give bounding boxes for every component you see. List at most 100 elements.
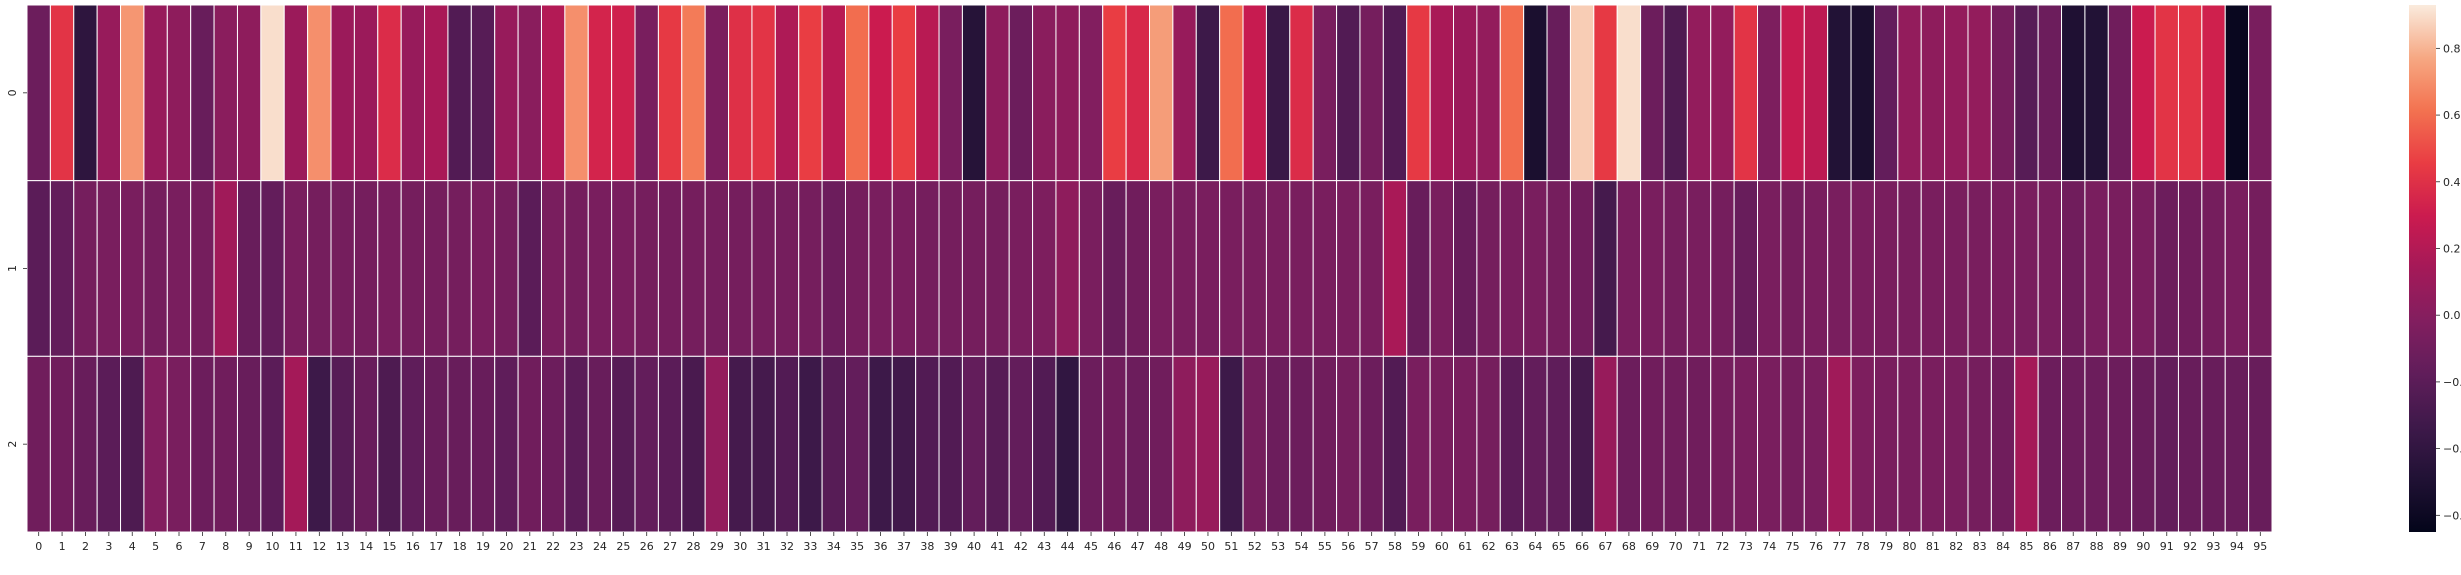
x-tick-label: 62: [1482, 540, 1496, 553]
heatmap-cell: [1920, 180, 1946, 357]
heatmap-cell: [260, 180, 285, 357]
heatmap-cell: [353, 355, 379, 533]
heatmap-cell: [844, 4, 870, 182]
x-tick-label: 8: [222, 540, 229, 553]
heatmap-cell: [1289, 355, 1314, 533]
heatmap-cell: [938, 180, 963, 357]
x-tick-label: 4: [129, 540, 136, 553]
heatmap-cell: [1453, 180, 1478, 357]
heatmap-cell: [1219, 4, 1244, 182]
heatmap-cell: [2037, 4, 2063, 182]
heatmap-cell: [774, 4, 800, 182]
x-tick-label: 13: [336, 540, 350, 553]
heatmap-cell: [1780, 180, 1805, 357]
heatmap-cell: [1102, 180, 1127, 357]
heatmap-cell: [1032, 180, 1057, 357]
y-axis: 0 1 2: [6, 89, 27, 448]
heatmap-cell: [1476, 180, 1501, 357]
heatmap-cell: [1803, 4, 1829, 182]
colorbar-tick-label: −0.4: [2443, 443, 2461, 456]
heatmap-cell: [2014, 355, 2039, 533]
heatmap-cell: [494, 180, 519, 357]
colorbar-tick-label: 0.2: [2443, 242, 2461, 255]
heatmap-cell: [1008, 180, 1034, 357]
heatmap-cell: [2224, 4, 2250, 182]
heatmap-cell: [1944, 4, 1969, 182]
heatmap-cell: [1757, 355, 1782, 533]
heatmap-cell: [1125, 4, 1151, 182]
x-tick-label: 45: [1084, 540, 1098, 553]
x-tick-label: 40: [967, 540, 981, 553]
heatmap-cell: [1265, 355, 1291, 533]
heatmap-cell: [1616, 180, 1642, 357]
heatmap-cell: [1172, 4, 1197, 182]
x-tick-label: 34: [827, 540, 841, 553]
heatmap-cell: [1149, 355, 1174, 533]
x-tick-label: 7: [199, 540, 206, 553]
x-tick-label: 23: [570, 540, 584, 553]
heatmap-cell: [1663, 180, 1688, 357]
x-tick-label: 73: [1739, 540, 1753, 553]
heatmap-cell: [49, 355, 75, 533]
heatmap-cell: [587, 180, 613, 357]
heatmap-cell: [1967, 355, 1992, 533]
heatmap-cell: [2084, 4, 2109, 182]
heatmap-cell: [821, 355, 846, 533]
x-tick-label: 65: [1552, 540, 1566, 553]
x-tick-label: 37: [897, 540, 911, 553]
heatmap-cell: [470, 4, 496, 182]
heatmap-cell: [377, 4, 402, 182]
heatmap-cell: [564, 4, 589, 182]
heatmap-cell: [1686, 180, 1712, 357]
heatmap-cell: [73, 4, 98, 182]
x-tick-label: 39: [944, 540, 958, 553]
heatmap-cell: [1873, 355, 1899, 533]
heatmap-cell: [424, 180, 449, 357]
heatmap-cell: [657, 4, 683, 182]
heatmap-cell: [1640, 355, 1665, 533]
heatmap-cell: [330, 355, 355, 533]
heatmap-cell: [1569, 4, 1595, 182]
x-tick-label: 26: [640, 540, 654, 553]
heatmap-cell: [1757, 180, 1782, 357]
heatmap-cell: [1429, 355, 1455, 533]
x-tick-label: 29: [710, 540, 724, 553]
x-tick-label: 81: [1926, 540, 1940, 553]
x-tick-label: 52: [1248, 540, 1262, 553]
heatmap-cell: [49, 180, 75, 357]
heatmap-cell: [377, 180, 402, 357]
heatmap-cell: [2224, 180, 2250, 357]
heatmap-cell: [49, 4, 75, 182]
heatmap-cell: [26, 180, 51, 357]
heatmap-cell: [2248, 355, 2273, 533]
heatmap-cell: [1242, 180, 1267, 357]
heatmap-cell: [143, 180, 168, 357]
x-tick-label: 21: [523, 540, 537, 553]
x-tick-label: 16: [406, 540, 420, 553]
heatmap-cell: [1406, 180, 1431, 357]
colorbar-tick-label: 0.8: [2443, 42, 2461, 55]
x-tick-label: 57: [1365, 540, 1379, 553]
heatmap-cell: [1780, 4, 1805, 182]
heatmap-cell: [2201, 4, 2226, 182]
heatmap-cell: [985, 355, 1010, 533]
heatmap-cell: [1476, 4, 1501, 182]
heatmap-cell: [2248, 4, 2273, 182]
colorbar: [2409, 5, 2436, 532]
heatmap-cell: [1990, 355, 2016, 533]
heatmap-cell: [1546, 355, 1571, 533]
heatmap-cell: [961, 180, 987, 357]
heatmap-cell: [1312, 180, 1338, 357]
colorbar-tick-label: 0.0: [2443, 309, 2461, 322]
heatmap-cell: [1944, 180, 1969, 357]
heatmap-cell: [2084, 355, 2109, 533]
heatmap-cell: [798, 180, 823, 357]
heatmap-cell: [470, 180, 496, 357]
heatmap-cell: [2154, 180, 2179, 357]
heatmap-cell: [400, 4, 426, 182]
x-tick-label: 44: [1061, 540, 1075, 553]
heatmap-cell: [424, 4, 449, 182]
heatmap-cell: [73, 355, 98, 533]
heatmap-cell: [2061, 4, 2086, 182]
x-tick-label: 91: [2160, 540, 2174, 553]
